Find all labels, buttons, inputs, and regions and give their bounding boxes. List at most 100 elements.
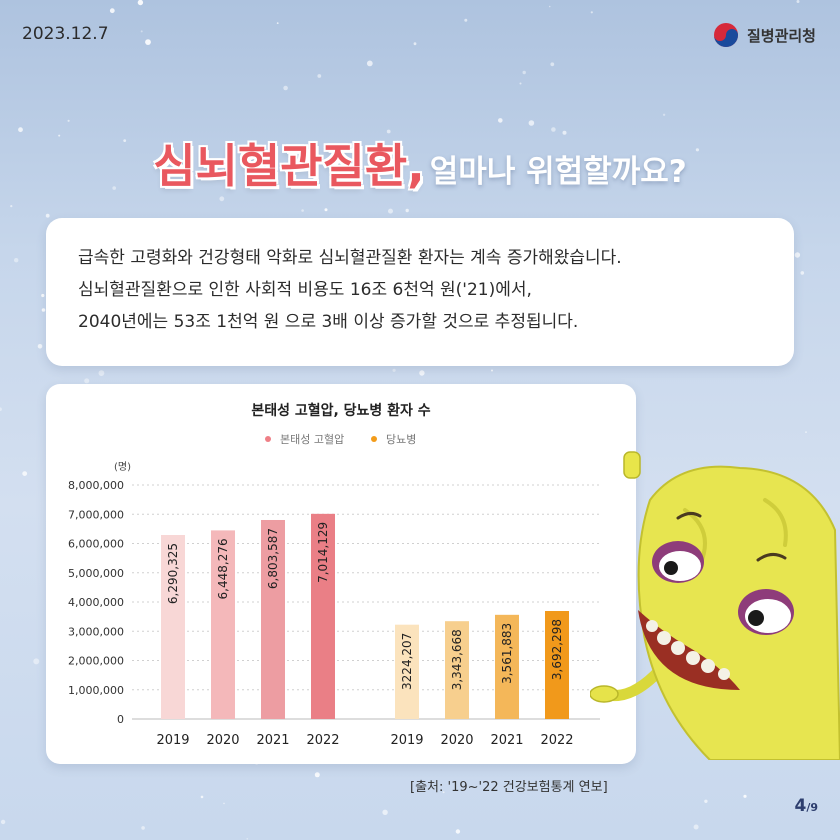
page-indicator: 4/9 [794, 796, 818, 816]
snow-dot [98, 370, 105, 376]
y-axis-unit: (명) [114, 461, 131, 473]
legend-label: 본태성 고혈압 [280, 432, 344, 446]
snow-dot [519, 82, 522, 85]
date-label: 2023.12.7 [22, 24, 109, 44]
mascot-character [590, 451, 840, 760]
snow-dot [37, 344, 43, 349]
snow-dot [140, 30, 143, 33]
snow-dot [67, 119, 70, 122]
snow-dot [464, 18, 468, 22]
snow-dot [796, 0, 800, 3]
bar-value-label: 6,803,587 [266, 528, 280, 589]
snow-dot [276, 22, 279, 24]
y-tick-label: 2,000,000 [68, 655, 124, 668]
bar-value-label: 3,692,298 [550, 619, 564, 680]
bar [161, 535, 185, 719]
snow-dot [455, 829, 461, 834]
x-tick-label: 2022 [306, 733, 339, 748]
bar [545, 611, 569, 719]
x-tick-label: 2022 [540, 733, 573, 748]
snow-dot [662, 113, 666, 117]
snow-dot [10, 205, 13, 208]
snow-dot [800, 271, 805, 275]
bar [445, 621, 469, 719]
bar [261, 519, 285, 719]
bar-value-label: 3,561,883 [500, 623, 514, 684]
y-tick-label: 1,000,000 [68, 684, 124, 697]
snow-dot [301, 209, 304, 212]
y-tick-label: 8,000,000 [68, 479, 124, 492]
snow-dot [141, 826, 145, 830]
snow-dot [413, 42, 417, 46]
snow-dot [324, 208, 328, 212]
snow-dot [317, 74, 322, 78]
snow-dot [805, 431, 807, 433]
intro-line: 2040년에는 53조 1천억 원 으로 3배 이상 증가할 것으로 추정됩니다… [78, 312, 579, 332]
snow-dot [223, 802, 225, 805]
snow-dot [246, 838, 249, 840]
snow-dot [528, 120, 535, 126]
legend-label: 당뇨병 [386, 433, 416, 446]
x-tick-label: 2019 [390, 733, 423, 748]
y-tick-label: 4,000,000 [68, 596, 124, 609]
snow-dot [145, 39, 151, 45]
snow-dot [704, 799, 708, 803]
taegeuk-icon [713, 23, 738, 47]
snow-dot [550, 62, 555, 67]
snow-dot [590, 11, 593, 14]
y-tick-label: 5,000,000 [68, 567, 124, 580]
snow-dot [219, 196, 225, 202]
snow-dot [382, 809, 388, 815]
page-current: 4 [794, 796, 807, 816]
snow-dot [392, 368, 396, 372]
x-tick-label: 2020 [206, 733, 239, 748]
page-total: /9 [806, 801, 818, 814]
bar [495, 614, 519, 719]
bar-value-label: 6,290,325 [166, 543, 180, 604]
snow-dot [109, 8, 115, 14]
snow-dot [22, 471, 28, 476]
source-note: [출처: '19~'22 건강보험통계 연보] [410, 780, 608, 795]
intro-card: 급속한 고령화와 건강형태 악화로 심뇌혈관질환 환자는 계속 증가해왔습니다.… [46, 218, 794, 366]
x-tick-label: 2020 [440, 733, 473, 748]
title-sub: 얼마나 위험할까요? [429, 154, 687, 190]
snow-dot [366, 60, 373, 67]
snow-dot [45, 213, 50, 218]
page-title: 심뇌혈관질환, 얼마나 위험할까요? [0, 130, 840, 196]
bar-value-label: 3224,207 [400, 633, 414, 690]
bar [311, 513, 335, 719]
y-tick-label: 3,000,000 [68, 625, 124, 638]
y-tick-label: 7,000,000 [68, 508, 124, 521]
snow-dot [41, 308, 46, 312]
bar [395, 624, 419, 719]
title-main: 심뇌혈관질환, [153, 139, 425, 193]
snow-dot [693, 824, 699, 830]
snow-dot [522, 70, 526, 75]
snow-dot [314, 772, 320, 778]
snow-dot [137, 0, 144, 6]
snow-dot [84, 378, 90, 384]
snow-dot [794, 252, 801, 258]
snow-dot [41, 293, 45, 298]
bar [211, 530, 235, 719]
legend-marker [265, 436, 271, 442]
y-tick-label: 0 [117, 713, 124, 726]
y-tick-label: 6,000,000 [68, 538, 124, 551]
snow-dot [0, 407, 2, 411]
bar-value-label: 6,448,276 [216, 538, 230, 599]
intro-line: 심뇌혈관질환으로 인한 사회적 비용도 16조 6천억 원('21)에서, [78, 280, 532, 300]
agency-name: 질병관리청 [746, 26, 816, 45]
x-tick-label: 2019 [156, 733, 189, 748]
snow-dot [0, 819, 6, 825]
chart-title: 본태성 고혈압, 당뇨병 환자 수 [251, 402, 430, 419]
snow-dot [200, 795, 204, 799]
legend-marker [371, 436, 377, 442]
agency-logo: 질병관리청 [713, 22, 816, 48]
snow-dot [405, 208, 409, 213]
snow-dot [498, 118, 503, 123]
snow-dot [743, 794, 747, 798]
intro-line: 급속한 고령화와 건강형태 악화로 심뇌혈관질환 환자는 계속 증가해왔습니다. [78, 248, 622, 268]
x-tick-label: 2021 [490, 733, 523, 748]
x-tick-label: 2021 [256, 733, 289, 748]
